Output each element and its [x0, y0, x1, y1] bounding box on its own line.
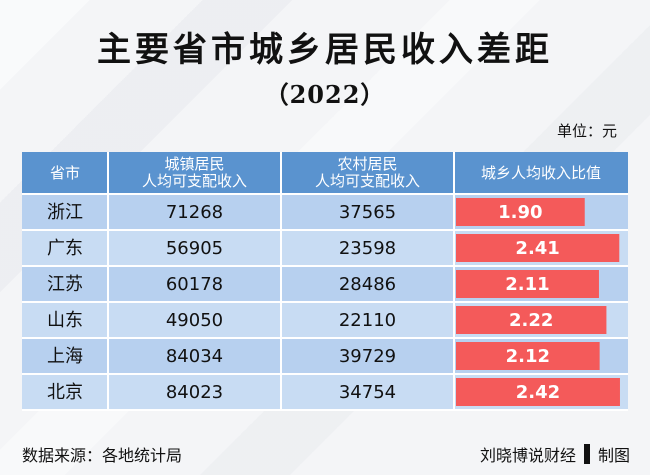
region-cell: 浙江: [47, 202, 83, 223]
column-header-2-line-1: 城镇居民: [164, 155, 224, 173]
footer-brand: 刘晓博说财经 制图: [480, 442, 630, 466]
page-subtitle: （2022）: [264, 80, 386, 109]
column-header-4: 城乡人均收入比值: [481, 164, 601, 182]
urban-income-cell: 60178: [166, 274, 223, 295]
column-header-3-line-1: 农村居民: [337, 155, 397, 173]
urban-income-cell: 84023: [166, 382, 223, 403]
brand-name: 刘晓博说财经: [479, 446, 576, 465]
unit-label: 单位：元: [556, 122, 617, 140]
urban-income-cell: 49050: [166, 310, 223, 331]
rural-income-cell: 22110: [339, 310, 396, 331]
column-header-2-line-2: 人均可支配收入: [142, 172, 247, 190]
ratio-bar: [456, 234, 620, 262]
ratio-bar: [456, 306, 607, 334]
column-header-3: 农村居民人均可支配收入: [315, 155, 420, 190]
column-header-1-line-1: 省市: [50, 164, 80, 182]
region-cell: 广东: [47, 238, 83, 259]
column-header-3-line-2: 人均可支配收入: [315, 172, 420, 190]
urban-income-cell: 84034: [166, 346, 223, 367]
rural-income-cell: 39729: [339, 346, 396, 367]
ratio-value: 2.12: [506, 346, 550, 367]
ratio-value: 1.90: [498, 202, 542, 223]
column-header-2: 城镇居民人均可支配收入: [142, 155, 247, 190]
ratio-bar: [456, 270, 599, 298]
ratio-bar: [456, 198, 585, 226]
rural-income-cell: 37565: [339, 202, 396, 223]
ratio-bar: [456, 378, 620, 406]
ratio-value: 2.41: [515, 238, 559, 259]
urban-income-cell: 71268: [166, 202, 223, 223]
page-title: 主要省市城乡居民收入差距: [97, 30, 553, 70]
urban-income-cell: 56905: [166, 238, 223, 259]
column-header-4-line-1: 城乡人均收入比值: [481, 164, 601, 182]
ratio-value: 2.42: [516, 382, 560, 403]
ratio-bar: [456, 342, 600, 370]
region-cell: 上海: [47, 346, 83, 367]
region-cell: 山东: [47, 310, 83, 331]
column-header-1: 省市: [50, 164, 80, 182]
source-note: 数据来源：各地统计局: [22, 446, 183, 465]
footer-separator: [583, 444, 590, 464]
income-table: 省市 城镇居民人均可支配收入 农村居民人均可支配收入 城乡人均收入比值 浙江 71268 3…: [22, 152, 628, 411]
credit-label: 制图: [597, 446, 630, 465]
ratio-value: 2.22: [509, 310, 553, 331]
rural-income-cell: 23598: [339, 238, 396, 259]
region-cell: 北京: [47, 382, 83, 403]
table-header-bg: [22, 152, 628, 194]
region-cell: 江苏: [47, 274, 83, 295]
rural-income-cell: 34754: [339, 382, 396, 403]
ratio-value: 2.11: [505, 274, 549, 295]
rural-income-cell: 28486: [339, 274, 396, 295]
